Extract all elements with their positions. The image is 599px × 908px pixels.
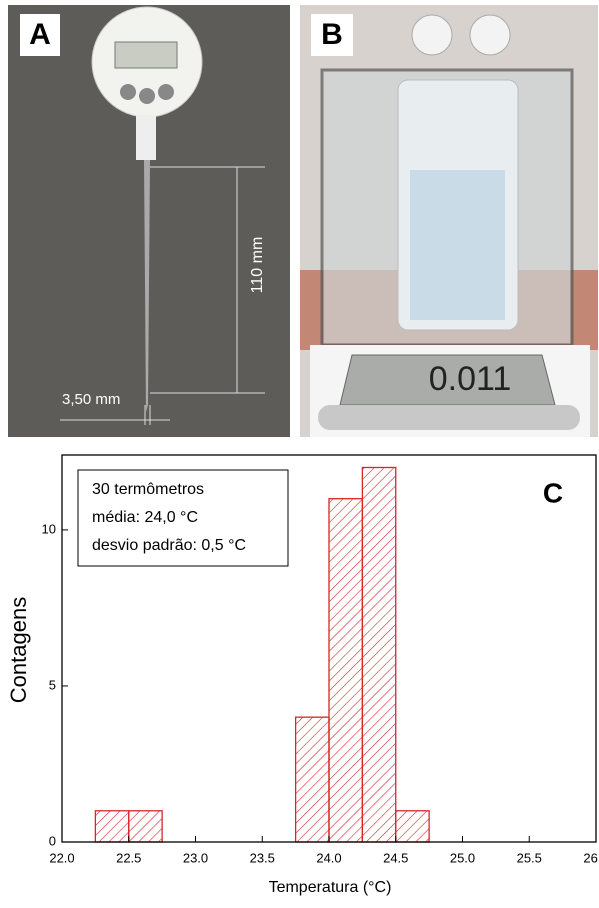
label-box (20, 14, 60, 56)
x-tick-label: 22.5 (116, 850, 141, 865)
label-box (311, 14, 353, 56)
x-tick-label: 22.0 (49, 850, 74, 865)
thermometer-neck (136, 115, 156, 160)
panel-label: A (29, 18, 51, 51)
bar (294, 716, 330, 843)
bar (361, 466, 397, 843)
y-tick-label: 10 (42, 521, 56, 536)
button (120, 84, 136, 100)
x-tick-label: 25.0 (450, 850, 475, 865)
bar (94, 810, 130, 843)
x-tick-label: 24.5 (383, 850, 408, 865)
balance-reading: 0.011 (429, 360, 512, 398)
thermometer-head (469, 14, 511, 56)
legend-text: desvio padrão: 0,5 °C (92, 537, 246, 554)
thermometer-display (114, 41, 178, 69)
y-axis-label: Contagens (6, 597, 31, 703)
bar (395, 810, 430, 843)
x-tick-label: 26.0 (583, 850, 599, 865)
panel-label: C (543, 477, 563, 508)
diameter-label: 3,50 mm (62, 391, 120, 408)
x-tick-label: 23.0 (183, 850, 208, 865)
bar (128, 810, 163, 843)
button (158, 84, 174, 100)
x-tick-label: 23.5 (250, 850, 275, 865)
panel-a: 110 mm 3,50 mm A (8, 5, 290, 437)
thermometer-head (411, 14, 453, 56)
legend-box (77, 469, 289, 567)
panel-label: B (321, 18, 343, 51)
x-axis-label: Temperatura (°C) (269, 879, 392, 896)
x-tick-label: 25.5 (517, 850, 542, 865)
legend-text: média: 24,0 °C (92, 509, 198, 526)
probe (144, 160, 150, 412)
bar (328, 498, 364, 843)
keypad (318, 405, 580, 430)
panel-b: 0.011 B (300, 5, 598, 437)
button (139, 88, 155, 104)
y-tick-label: 0 (49, 833, 56, 848)
water (410, 170, 505, 320)
x-tick-label: 24.0 (316, 850, 341, 865)
y-tick-label: 5 (49, 677, 56, 692)
legend-text: 30 termômetros (92, 481, 204, 498)
length-label: 110 mm (249, 237, 266, 294)
